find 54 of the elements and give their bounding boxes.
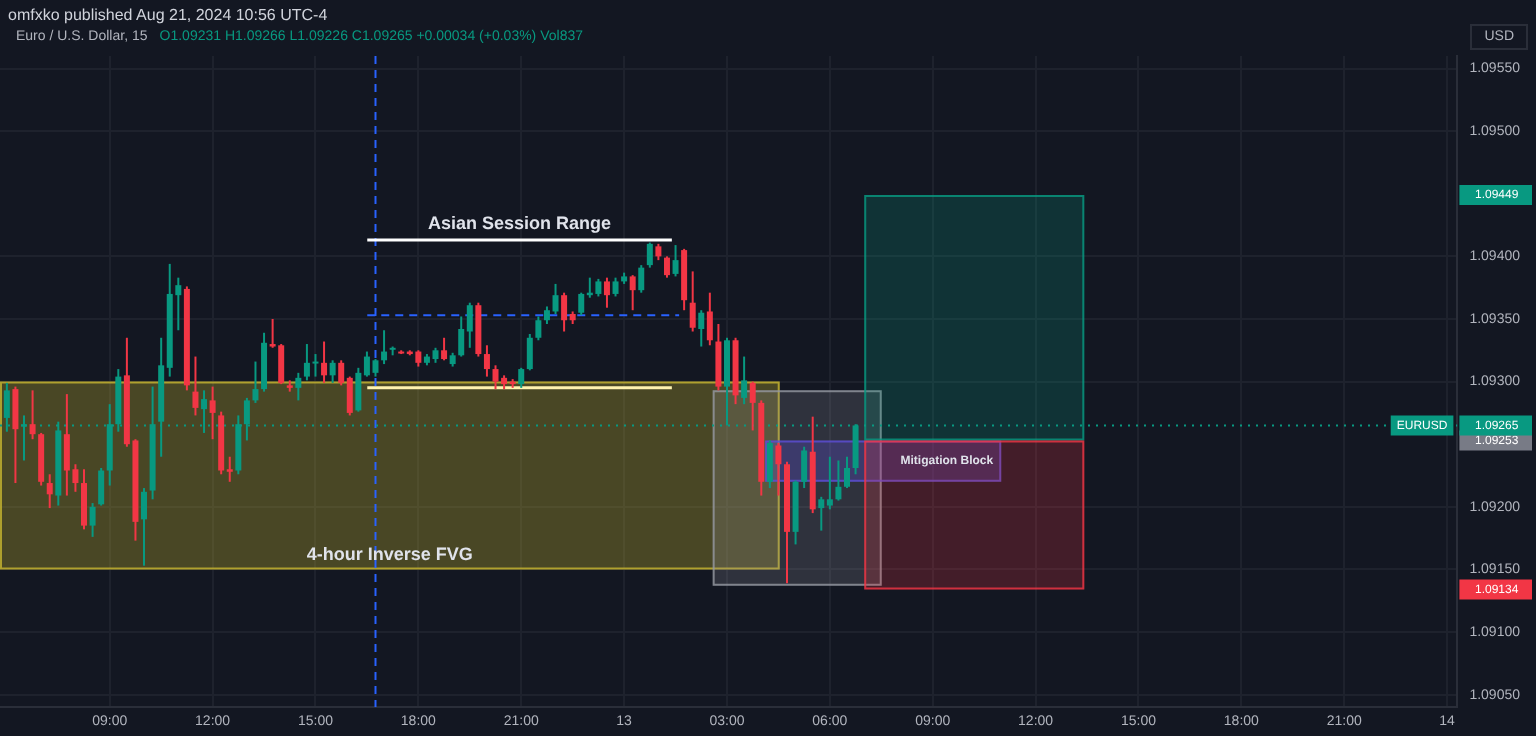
candlestick (801, 445, 808, 490)
candlestick (672, 244, 679, 278)
candlestick (89, 502, 96, 538)
candlestick (278, 343, 285, 386)
candlestick (552, 282, 559, 315)
candlestick (141, 487, 148, 567)
candlestick (63, 393, 70, 497)
candlestick (741, 355, 748, 406)
candlestick (321, 340, 328, 384)
candlestick (295, 371, 302, 402)
candlestick (81, 468, 88, 531)
candlestick (192, 355, 199, 417)
candlestick (698, 309, 705, 348)
candlestick (46, 473, 53, 510)
candlestick (312, 353, 319, 378)
candlestick (441, 336, 448, 362)
ref-line-label: Asian Session Range (428, 213, 612, 234)
candlestick (492, 364, 499, 391)
candlestick (561, 291, 568, 333)
candlestick (775, 441, 782, 497)
candlestick (209, 385, 216, 441)
candlestick (603, 276, 610, 309)
candlestick (29, 389, 36, 441)
band-label: 4-hour Inverse FVG (306, 544, 473, 565)
candlestick (646, 241, 653, 269)
candlestick (612, 276, 619, 298)
candlestick (578, 291, 585, 317)
candlestick (38, 431, 45, 487)
candlestick (21, 414, 28, 462)
candlestick (689, 270, 696, 333)
candlestick (252, 360, 259, 404)
candlestick (329, 359, 336, 384)
candlestick (715, 322, 722, 392)
candlestick (629, 274, 636, 312)
candlestick (706, 291, 713, 347)
candlestick (303, 343, 310, 382)
candlestick (526, 333, 533, 372)
candlestick (12, 385, 19, 485)
candlestick (766, 439, 773, 490)
candlestick (826, 455, 833, 511)
candlestick (663, 255, 670, 279)
candlestick (749, 380, 756, 432)
candlestick (466, 301, 473, 349)
candlestick (483, 344, 490, 378)
chart-subtitle: omfxko published Aug 21, 2024 10:56 UTC-4 (8, 6, 328, 24)
candlestick (818, 495, 825, 532)
candlestick (381, 329, 388, 366)
candlestick (535, 315, 542, 342)
candlestick (835, 459, 842, 502)
candlestick (638, 264, 645, 294)
candlestick (98, 467, 105, 507)
candlestick (844, 455, 850, 490)
candlestick (261, 331, 268, 393)
candlestick (518, 366, 525, 389)
